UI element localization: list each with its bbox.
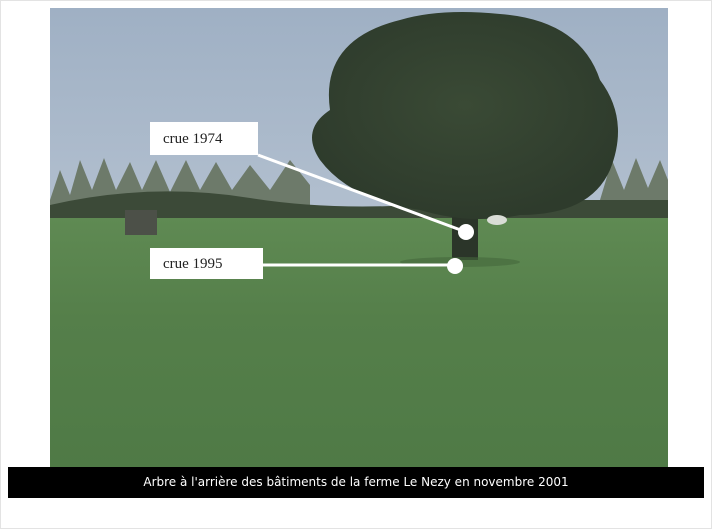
pointer-dot [447, 258, 463, 274]
grass [50, 218, 668, 467]
distant-trees-right [600, 158, 668, 212]
photo: crue 1974 crue 1995 [50, 8, 668, 467]
caption: Arbre à l'arrière des bâtiments de la fe… [8, 467, 704, 498]
annotation-label: crue 1974 [163, 131, 223, 147]
pointer-line [257, 153, 467, 234]
label-box [150, 122, 258, 155]
tree-crown [312, 12, 618, 219]
annotation-label: crue 1995 [163, 256, 223, 272]
label-box [150, 248, 263, 279]
animal [487, 215, 507, 225]
shed [125, 210, 157, 235]
pointer-dot [458, 224, 474, 240]
